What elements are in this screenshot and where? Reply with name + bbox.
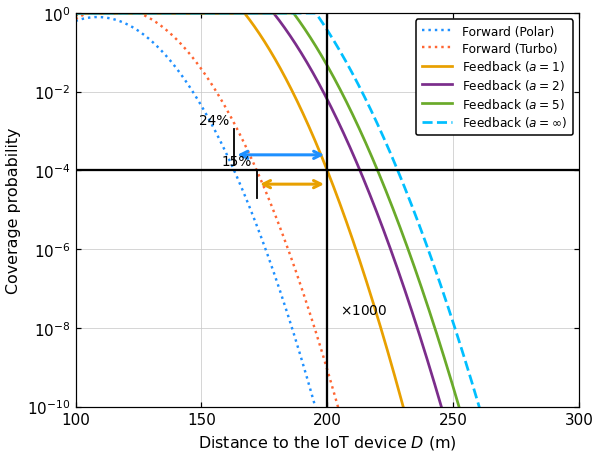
Line: Feedback ($a = \infty$): Feedback ($a = \infty$) xyxy=(75,14,579,457)
Text: 15%: 15% xyxy=(221,155,252,169)
Feedback ($a = 2$) xyxy=(317,85,324,90)
Forward (Polar) xyxy=(304,376,311,382)
Feedback ($a = 2$) xyxy=(98,11,105,16)
Forward (Polar) xyxy=(98,15,105,21)
Feedback ($a = 1$) xyxy=(304,121,311,126)
Feedback ($a = \infty$) xyxy=(468,381,476,386)
Forward (Polar) xyxy=(94,15,101,21)
Text: $\times 1000$: $\times 1000$ xyxy=(340,304,387,318)
Line: Forward (Turbo): Forward (Turbo) xyxy=(75,14,579,457)
X-axis label: Distance to the IoT device $D$ (m): Distance to the IoT device $D$ (m) xyxy=(198,433,456,451)
Forward (Polar) xyxy=(317,423,324,429)
Feedback ($a = 1$) xyxy=(317,152,324,157)
Line: Feedback ($a = 2$): Feedback ($a = 2$) xyxy=(75,14,579,457)
Feedback ($a = 5$) xyxy=(317,52,324,58)
Text: 24%: 24% xyxy=(199,114,229,128)
Feedback ($a = 5$) xyxy=(74,11,81,16)
Feedback ($a = 2$) xyxy=(74,11,81,16)
Forward (Turbo) xyxy=(98,11,105,16)
Feedback ($a = 2$) xyxy=(72,14,79,19)
Forward (Turbo) xyxy=(317,345,324,351)
Feedback ($a = 1$) xyxy=(72,14,79,20)
Feedback ($a = \infty$) xyxy=(304,11,311,16)
Line: Forward (Polar): Forward (Polar) xyxy=(75,18,579,457)
Feedback ($a = \infty$) xyxy=(317,18,324,23)
Y-axis label: Coverage probability: Coverage probability xyxy=(6,127,21,293)
Feedback ($a = 5$) xyxy=(304,31,311,36)
Legend: Forward (Polar), Forward (Turbo), Feedback ($a = 1$), Feedback ($a = 2$), Feedba: Forward (Polar), Forward (Turbo), Feedba… xyxy=(416,20,573,136)
Feedback ($a = 1$) xyxy=(98,11,105,16)
Feedback ($a = 1$) xyxy=(74,11,81,16)
Feedback ($a = 2$) xyxy=(304,61,311,66)
Line: Feedback ($a = 1$): Feedback ($a = 1$) xyxy=(75,14,579,457)
Feedback ($a = \infty$) xyxy=(72,13,79,18)
Forward (Turbo) xyxy=(304,303,311,308)
Feedback ($a = 5$) xyxy=(468,450,476,456)
Forward (Turbo) xyxy=(84,11,91,16)
Feedback ($a = 5$) xyxy=(72,13,79,19)
Forward (Turbo) xyxy=(72,17,79,22)
Forward (Polar) xyxy=(72,19,79,25)
Line: Feedback ($a = 5$): Feedback ($a = 5$) xyxy=(75,14,579,457)
Feedback ($a = 5$) xyxy=(98,11,105,16)
Feedback ($a = \infty$) xyxy=(73,11,80,16)
Feedback ($a = \infty$) xyxy=(98,11,105,16)
